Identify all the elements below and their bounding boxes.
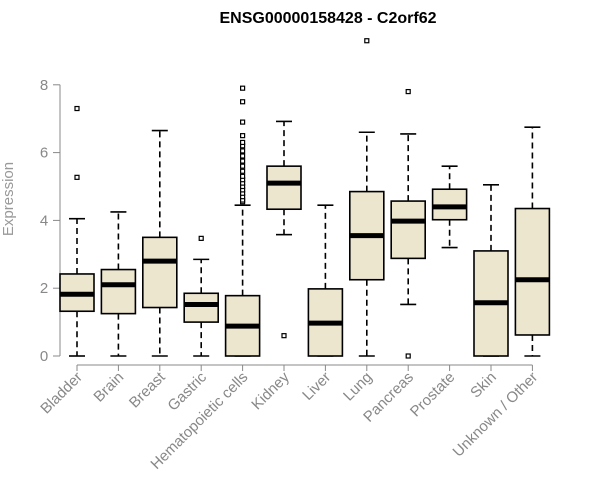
outlier-point: [75, 175, 79, 179]
boxes: [60, 39, 549, 358]
x-tick-label: Lung: [340, 369, 376, 405]
box-liver: [308, 205, 342, 356]
outlier-point: [241, 86, 245, 90]
x-tick-label: Liver: [299, 369, 334, 404]
chart-title: ENSG00000158428 - C2orf62: [219, 10, 436, 27]
outlier-point: [241, 169, 245, 173]
y-axis-label: Expression: [0, 162, 17, 236]
x-tick-label: Kidney: [248, 368, 293, 413]
iqr-box: [101, 270, 135, 314]
box-pancreas: [391, 90, 425, 358]
outlier-point: [241, 120, 245, 124]
box-kidney: [267, 121, 301, 337]
y-tick-label: 4: [40, 212, 48, 229]
outlier-point: [241, 149, 245, 153]
outlier-point: [241, 140, 245, 144]
boxplot-chart: ENSG00000158428 - C2orf62 Expression 0 2 4…: [0, 0, 600, 500]
box-brain: [101, 212, 135, 356]
y-axis: 0 2 4 6 8: [40, 77, 60, 365]
iqr-box: [267, 166, 301, 209]
y-tick-label: 6: [40, 145, 48, 162]
box-prostate: [433, 166, 467, 247]
box-breast: [143, 131, 177, 356]
box-gastric: [184, 236, 218, 356]
y-tick-label: 2: [40, 280, 48, 297]
outlier-point: [406, 90, 410, 94]
outlier-point: [75, 107, 79, 111]
iqr-box: [515, 209, 549, 335]
outlier-point: [365, 39, 369, 43]
outlier-point: [241, 100, 245, 104]
box-skin: [474, 185, 508, 356]
outlier-point: [241, 159, 245, 163]
box-hematopoietic-cells: [226, 86, 260, 356]
outlier-point: [282, 334, 286, 338]
outlier-point: [241, 174, 245, 178]
x-tick-label: Breast: [126, 368, 169, 411]
box-bladder: [60, 107, 94, 356]
chart-root: ENSG00000158428 - C2orf62 Expression 0 2 4…: [0, 0, 600, 500]
x-tick-label: Prostate: [407, 369, 459, 421]
iqr-box: [391, 201, 425, 258]
y-tick-label: 8: [40, 77, 48, 94]
y-tick-label: 0: [40, 348, 48, 365]
outlier-point: [241, 164, 245, 168]
outlier-point: [241, 134, 245, 138]
x-tick-label: Skin: [467, 369, 500, 402]
box-lung: [350, 39, 384, 356]
outlier-point: [241, 154, 245, 158]
iqr-box: [143, 237, 177, 307]
iqr-box: [184, 293, 218, 322]
box-unknown-other: [515, 127, 549, 356]
x-tick-label: Brain: [90, 369, 127, 406]
outlier-point: [199, 236, 203, 240]
outlier-point: [406, 354, 410, 358]
x-tick-label: Bladder: [37, 369, 86, 418]
